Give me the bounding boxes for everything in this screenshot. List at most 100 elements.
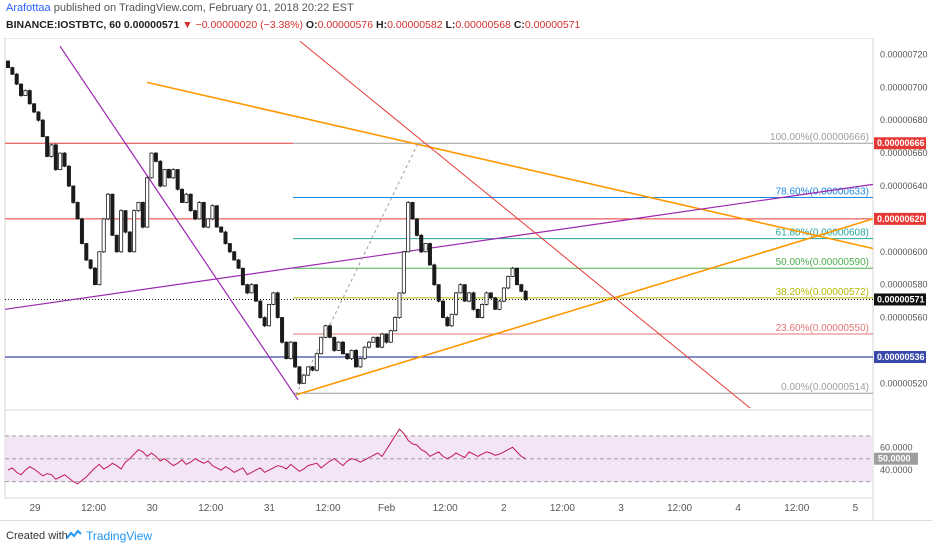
candle-body (475, 308, 480, 318)
candle-body (166, 169, 171, 179)
candle-body (210, 205, 215, 220)
candle-body (414, 218, 419, 236)
open-value: 0.00000576 (317, 19, 374, 31)
trend-lines (4, 40, 874, 409)
candle-body (193, 210, 198, 220)
candle-body (119, 210, 124, 253)
candle-body (23, 90, 28, 96)
candle-body (158, 160, 163, 187)
candle-body (132, 210, 137, 253)
candle-body (397, 292, 402, 318)
last-price: 0.00000571 (123, 19, 180, 31)
price-tag-label: 0.00000666 (877, 138, 925, 148)
candle-body (14, 73, 19, 85)
candle-body (471, 292, 476, 310)
candle-body (214, 205, 219, 228)
candle-body (314, 353, 319, 371)
candle-body (36, 111, 41, 121)
candle-body (393, 317, 398, 332)
descending-trendline (146, 81, 874, 250)
candle-body (436, 284, 441, 302)
candle-body (175, 169, 180, 190)
candle-body (93, 267, 98, 286)
x-tick-label: 12:00 (81, 503, 106, 514)
fib-label: 38.20%(0.00000572) (776, 287, 869, 298)
candle-body (427, 243, 432, 266)
candle-body (406, 202, 411, 253)
x-tick-label: 12:00 (198, 503, 223, 514)
candle-body (419, 234, 424, 253)
candle-body (58, 152, 63, 170)
candle-body (40, 119, 45, 138)
price-tag (874, 212, 926, 225)
candle-body (114, 234, 119, 253)
rsi-band (5, 435, 873, 483)
candle-body (284, 341, 289, 360)
candle-body (227, 243, 232, 253)
y-tick-label: 0.00000640 (880, 181, 928, 191)
candle-body (519, 284, 524, 292)
candle-body (506, 276, 511, 289)
candle-body (358, 358, 363, 368)
candle-body (449, 313, 454, 327)
y-tick-label: 0.00000560 (880, 313, 928, 323)
candle-body (340, 341, 345, 355)
footer: Created with TradingView (0, 520, 932, 551)
time-axis[interactable]: 29 12:00 30 12:00 31 12:00 Feb 12:00 2 12:00 3 12:0… (29, 503, 858, 514)
x-tick-label: 12:00 (433, 503, 458, 514)
candle-body (140, 202, 145, 228)
author-name[interactable]: Arafottaa (6, 2, 51, 14)
high-value: 0.00000582 (387, 19, 443, 31)
created-with-text: Created with (6, 530, 68, 542)
x-tick-label: Feb (378, 503, 396, 514)
x-tick-label: 5 (853, 503, 859, 514)
x-tick-label: 2 (501, 503, 507, 514)
diagonal-resistance-line (299, 40, 751, 409)
candle-body (388, 330, 393, 343)
candle-body (232, 251, 237, 261)
tradingview-logo-icon[interactable] (66, 529, 82, 541)
price-tag (874, 351, 926, 364)
fib-label: 0.00%(0.00000514) (781, 382, 869, 393)
x-tick-label: 3 (618, 503, 624, 514)
candle-body (401, 251, 406, 294)
candle-body (345, 353, 350, 360)
candle-body (501, 287, 506, 302)
candle-body (306, 366, 311, 376)
candle-body (275, 292, 280, 318)
candle-body (27, 90, 32, 105)
fib-label: 50.00%(0.00000590) (776, 257, 869, 268)
candle-body (301, 374, 306, 384)
ohlc-legend: BINANCE:IOSTBTC, 60 0.00000571 ▼ −0.0000… (6, 19, 580, 31)
candle-body (523, 290, 528, 300)
price-tag-label: 0.00000536 (877, 352, 925, 362)
candle-body (280, 317, 285, 343)
fib-label: 100.00%(0.00000666) (770, 132, 869, 143)
candle-body (62, 152, 67, 167)
candle-body (349, 350, 354, 360)
high-label: H: (376, 19, 388, 31)
candle-body (371, 336, 376, 343)
candle-body (49, 144, 54, 157)
price-axis[interactable]: 0.00000720 0.00000700 0.00000680 0.00000660… (880, 49, 928, 388)
price-chart[interactable]: 100.00%(0.00000666)78.60%(0.00000633)61.… (0, 38, 932, 520)
candle-body (97, 251, 102, 286)
fib-label: 61.80%(0.00000608) (776, 228, 869, 239)
candle-body (293, 341, 298, 368)
candle-body (362, 346, 367, 360)
candle-body (380, 333, 385, 348)
candle-body (484, 292, 489, 305)
candle-body (127, 231, 132, 253)
fib-anchor-line (295, 143, 419, 396)
tradingview-brand[interactable]: TradingView (86, 529, 153, 543)
candle-body (493, 297, 498, 310)
candle-body (6, 60, 11, 69)
low-label: L: (445, 19, 456, 31)
candle-body (123, 210, 128, 233)
candle-body (188, 193, 193, 212)
candle-body (240, 267, 245, 286)
change-text: ▼ −0.00000020 (−3.38%) (182, 19, 303, 31)
publish-info: Arafottaa published on TradingView.com, … (6, 2, 354, 14)
price-tag (874, 293, 926, 306)
